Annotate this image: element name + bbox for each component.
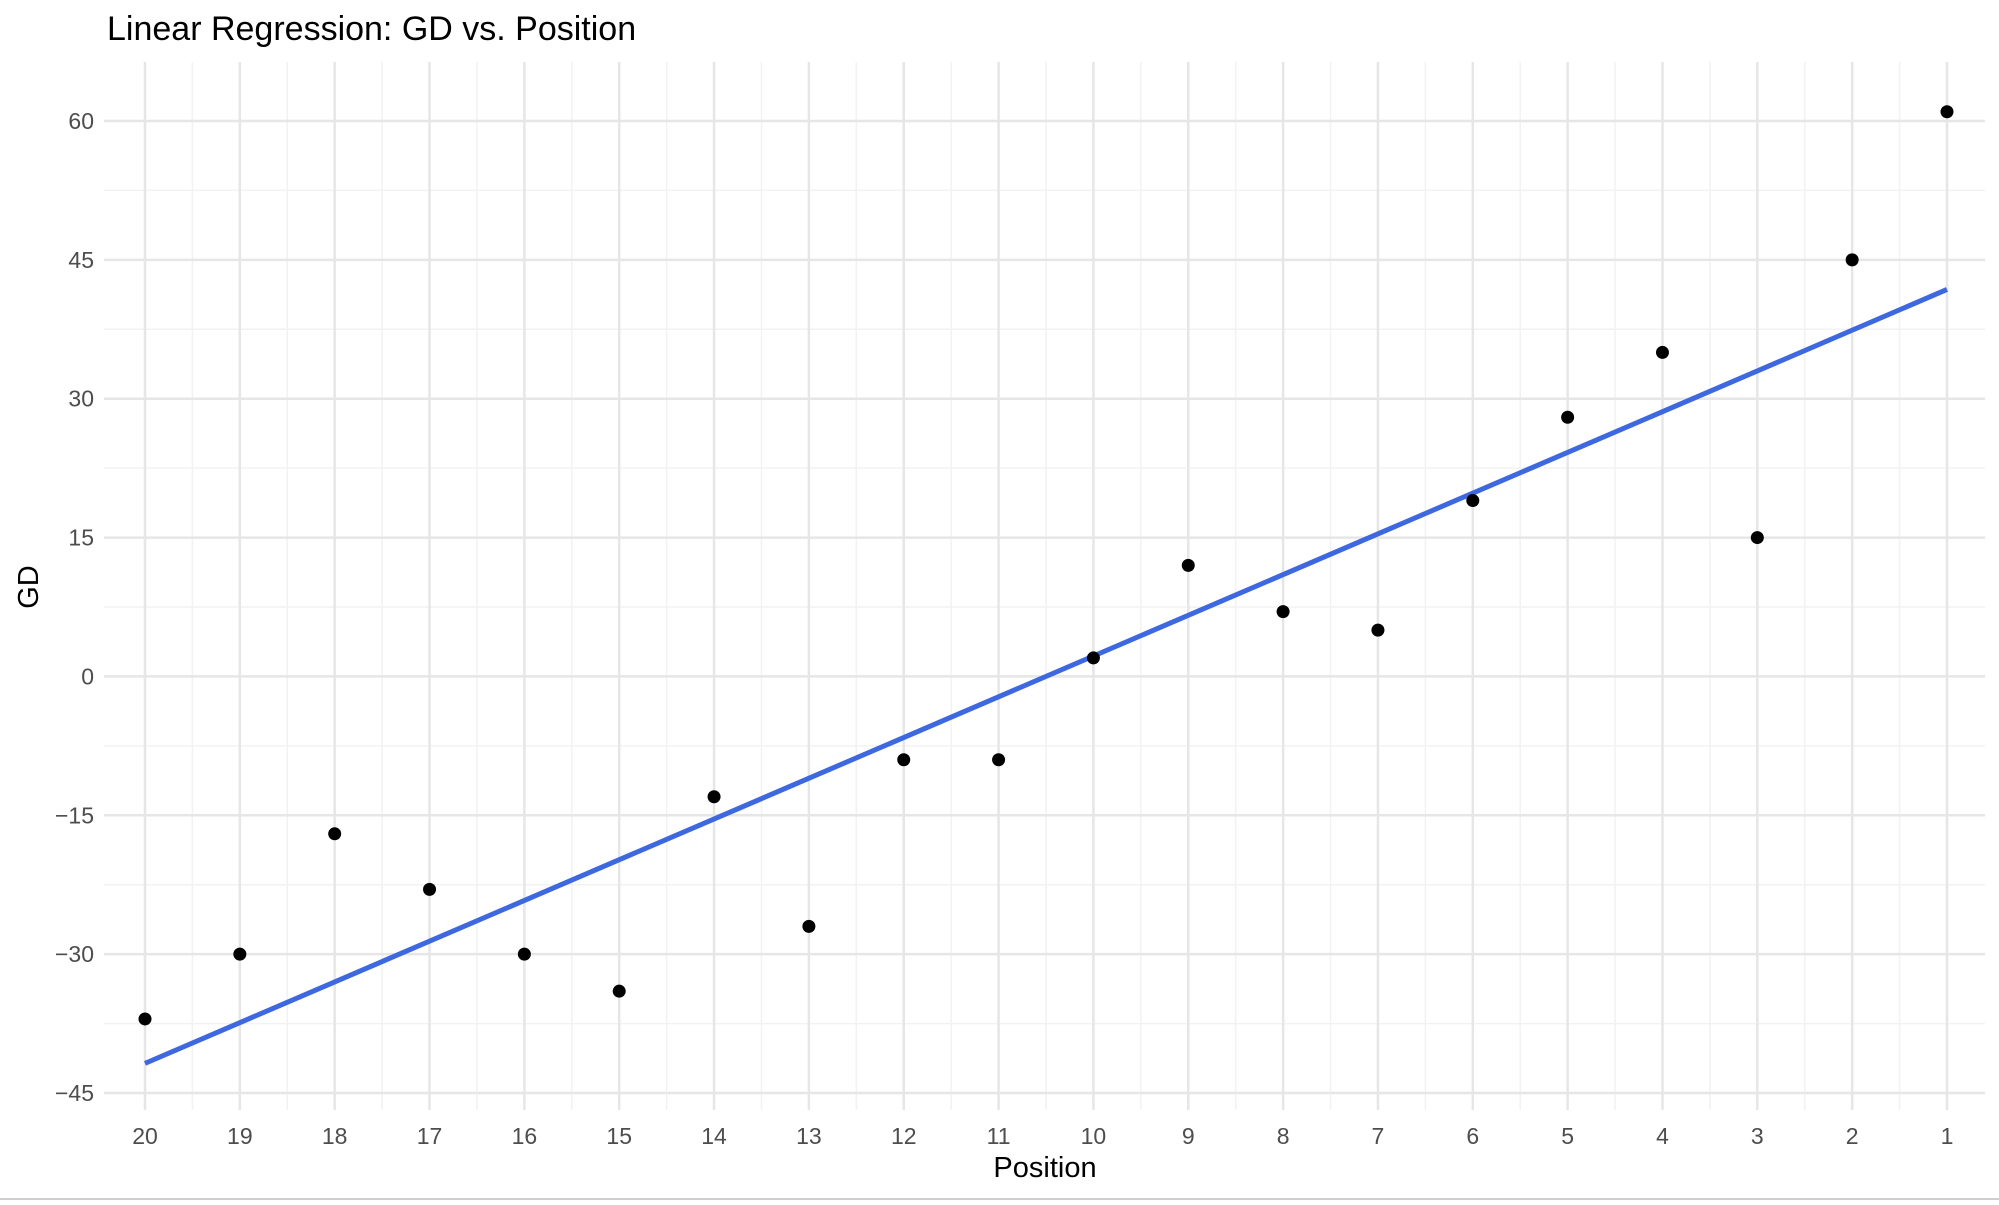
data-point	[233, 947, 247, 961]
data-point	[1466, 494, 1480, 508]
grid-layer	[104, 62, 1985, 1110]
data-point	[1655, 345, 1669, 359]
x-tick-label: 3	[1751, 1123, 1764, 1149]
y-tick-label: −45	[55, 1080, 94, 1106]
bottom-border	[0, 1198, 1999, 1200]
data-point	[612, 984, 626, 998]
data-point	[1181, 558, 1195, 572]
x-tick-label: 11	[987, 1123, 1011, 1149]
x-tick-label: 2	[1846, 1123, 1859, 1149]
x-tick-label: 5	[1561, 1123, 1574, 1149]
regression-line	[144, 287, 1948, 1066]
x-tick-label: 10	[1081, 1123, 1107, 1149]
y-tick-label: 60	[68, 108, 94, 134]
data-point	[328, 827, 342, 841]
data-point	[992, 753, 1006, 767]
data-point	[1371, 623, 1385, 637]
y-tick-label: 0	[81, 663, 94, 689]
x-tick-label: 9	[1182, 1123, 1195, 1149]
x-tick-label: 6	[1466, 1123, 1479, 1149]
x-tick-label: 19	[227, 1123, 253, 1149]
y-tick-label: −30	[55, 941, 94, 967]
data-point	[802, 919, 816, 933]
x-axis-label: Position	[993, 1152, 1096, 1184]
x-tick-label: 1	[1941, 1123, 1954, 1149]
data-point	[1086, 651, 1100, 665]
data-point	[423, 882, 437, 896]
chart-title: Linear Regression: GD vs. Position	[107, 10, 636, 48]
data-point	[1276, 605, 1290, 619]
y-axis-label: GD	[13, 565, 45, 609]
regression-line-layer	[144, 287, 1948, 1066]
data-point	[138, 1012, 152, 1026]
x-tick-label: 12	[891, 1123, 917, 1149]
data-point	[897, 753, 911, 767]
data-point	[1940, 105, 1954, 119]
y-tick-label: 15	[68, 525, 94, 551]
scatter-points-layer	[138, 105, 1954, 1026]
x-tick-label: 13	[796, 1123, 822, 1149]
x-tick-label: 4	[1656, 1123, 1669, 1149]
x-tick-label: 15	[606, 1123, 632, 1149]
data-point	[1750, 531, 1764, 545]
y-tick-label: −15	[55, 802, 94, 828]
x-tick-label: 16	[512, 1123, 538, 1149]
data-point	[707, 790, 721, 804]
data-point	[517, 947, 531, 961]
x-tick-label: 20	[132, 1123, 158, 1149]
x-tick-label: 8	[1277, 1123, 1290, 1149]
data-point	[1845, 253, 1859, 267]
x-tick-label: 17	[417, 1123, 443, 1149]
y-tick-label: 30	[68, 386, 94, 412]
x-tick-label: 14	[701, 1123, 727, 1149]
y-tick-label: 45	[68, 247, 94, 273]
data-point	[1561, 410, 1575, 424]
tick-labels-layer: 20 19 18 17 16 15 14 13 12 11 10 9 8 7 6 5 4 3 2 1 −45 −30 −15…	[55, 108, 1953, 1149]
x-tick-label: 18	[322, 1123, 348, 1149]
x-tick-label: 7	[1372, 1123, 1385, 1149]
